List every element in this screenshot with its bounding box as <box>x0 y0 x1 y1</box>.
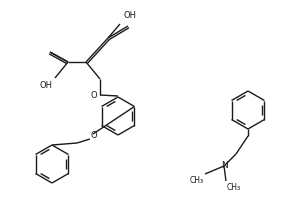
Text: CH₃: CH₃ <box>190 176 204 185</box>
Text: O: O <box>91 131 97 141</box>
Text: OH: OH <box>39 81 52 90</box>
Text: N: N <box>221 162 227 170</box>
Text: OH: OH <box>123 11 136 20</box>
Text: CH₃: CH₃ <box>227 183 241 192</box>
Text: O: O <box>91 91 97 99</box>
